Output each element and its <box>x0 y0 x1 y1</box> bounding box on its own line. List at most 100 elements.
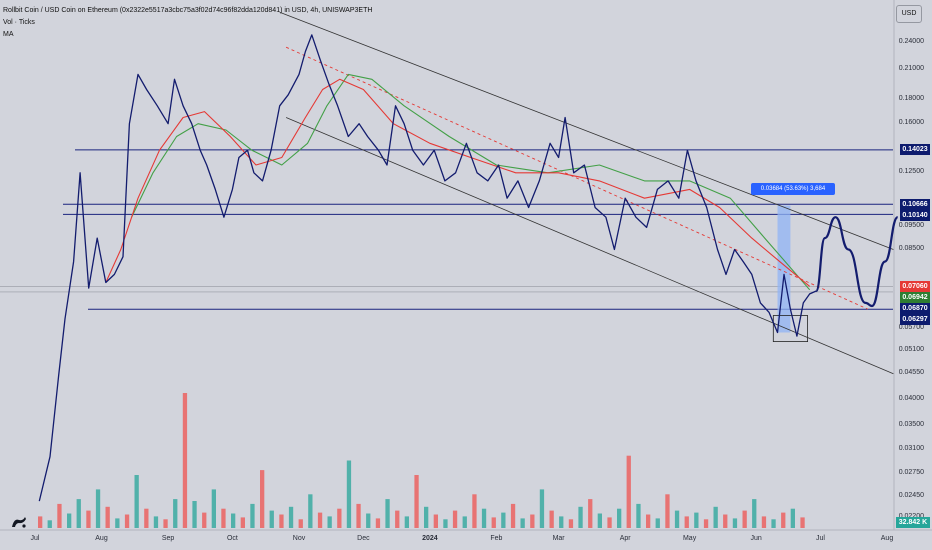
time-tick-label: Aug <box>95 535 108 542</box>
time-tick-label: Aug <box>880 535 894 542</box>
price-tick-label: 0.03100 <box>898 445 924 453</box>
volume-bar <box>404 516 409 528</box>
volume-bar <box>288 506 294 528</box>
time-tick-label: 2024 <box>422 535 438 542</box>
time-tick-label: Jun <box>750 535 762 542</box>
volume-bar <box>723 514 728 528</box>
volume-bar <box>520 518 525 528</box>
volume-bar <box>76 499 81 528</box>
series-ma-fast <box>105 78 811 287</box>
volume-bar <box>790 508 795 528</box>
volume-bar <box>452 510 458 528</box>
price-badge: 0.10140 <box>900 209 930 221</box>
volume-bar <box>346 460 352 528</box>
volume-bar <box>578 506 583 528</box>
price-tick-label: 0.24000 <box>898 38 924 45</box>
price-tick-label: 0.12500 <box>898 167 924 175</box>
series-projection <box>815 216 899 308</box>
volume-bar <box>67 513 72 528</box>
price-tick-label: 0.08500 <box>898 244 924 252</box>
volume-bar <box>308 494 313 529</box>
price-tick-label: 0.02450 <box>898 492 924 499</box>
series-price <box>38 34 817 502</box>
volume-bar <box>95 489 101 528</box>
ma-indicator-label[interactable]: MA <box>3 31 14 38</box>
volume-bar <box>501 512 506 528</box>
volume-bar <box>414 475 419 528</box>
volume-bar <box>211 489 216 528</box>
volume-bar <box>588 499 593 528</box>
volume-bar <box>568 519 574 528</box>
volume-bar <box>761 516 767 528</box>
volume-bar <box>240 517 245 528</box>
volume-bar <box>38 516 43 528</box>
series-channel-lower <box>285 117 894 375</box>
series-ma-slow <box>131 73 811 291</box>
volume-bar <box>510 503 516 528</box>
volume-indicator-label[interactable]: Vol · Ticks <box>3 19 35 26</box>
volume-bar <box>781 512 786 528</box>
time-tick-label: Sep <box>161 535 175 542</box>
price-badge: 0.06870 <box>900 302 930 314</box>
volume-bar <box>481 508 487 528</box>
volume-badge: 32.842 K <box>896 517 930 528</box>
volume-bar <box>491 517 496 528</box>
volume-bar <box>327 516 332 528</box>
volume-bar <box>105 506 110 528</box>
volume-bar <box>771 519 776 528</box>
volume-bar <box>607 517 612 528</box>
volume-bar <box>221 508 226 528</box>
volume-bar <box>124 514 130 528</box>
currency-button[interactable]: USD <box>896 5 922 23</box>
volume-bar <box>134 475 139 528</box>
volume-bar <box>57 503 62 528</box>
time-tick-label: Mar <box>552 535 565 542</box>
volume-bar <box>472 494 477 529</box>
volume-bar <box>539 489 545 528</box>
time-tick-label: Dec <box>357 535 370 542</box>
volume-bar <box>260 470 265 528</box>
series-channel-upper <box>279 11 894 250</box>
volume-bar <box>144 508 149 528</box>
price-badge: 0.14023 <box>900 144 930 156</box>
price-tick-label: 0.16000 <box>898 118 924 126</box>
measure-label: 0.03684 (53.63%) 3,684 <box>751 183 835 195</box>
time-tick-label: Jul <box>30 535 40 542</box>
volume-bar <box>742 510 747 528</box>
symbol-title[interactable]: Rollbit Coin / USD Coin on Ethereum (0x2… <box>3 7 373 14</box>
volume-bar <box>617 508 622 528</box>
volume-bar <box>713 506 718 528</box>
volume-bar <box>395 510 400 528</box>
volume-bar <box>317 512 323 528</box>
price-tick-label: 0.09500 <box>898 222 924 230</box>
price-tick-label: 0.02200 <box>899 513 924 520</box>
volume-bar <box>279 514 284 528</box>
volume-bar <box>752 499 757 528</box>
volume-bar <box>655 518 660 528</box>
price-tick-label: 0.21000 <box>898 64 924 72</box>
price-badge: 0.06942 <box>900 291 930 303</box>
volume-bar <box>385 499 390 528</box>
volume-bar <box>646 514 651 528</box>
volume-bar <box>356 503 361 528</box>
volume-bar <box>298 519 303 528</box>
volume-bar <box>153 516 159 528</box>
price-tick-label: 0.04550 <box>898 368 924 376</box>
volume-bar <box>549 510 554 528</box>
volume-bar <box>674 510 680 528</box>
volume-bar <box>202 512 207 528</box>
price-tick-label: 0.04000 <box>898 394 924 402</box>
tradingview-logo-icon[interactable] <box>10 515 28 529</box>
volume-bar <box>684 516 689 528</box>
volume-bar <box>665 494 670 529</box>
volume-bar <box>269 510 274 528</box>
price-tick-label: 0.05100 <box>898 346 924 354</box>
price-tick-label: 0.03500 <box>898 421 924 428</box>
price-badge: 0.10666 <box>900 198 930 210</box>
volume-bar <box>694 512 699 528</box>
volume-bar <box>732 518 738 528</box>
volume-bar <box>231 513 236 528</box>
volume-bar <box>530 514 535 528</box>
volume-bar <box>626 455 631 528</box>
